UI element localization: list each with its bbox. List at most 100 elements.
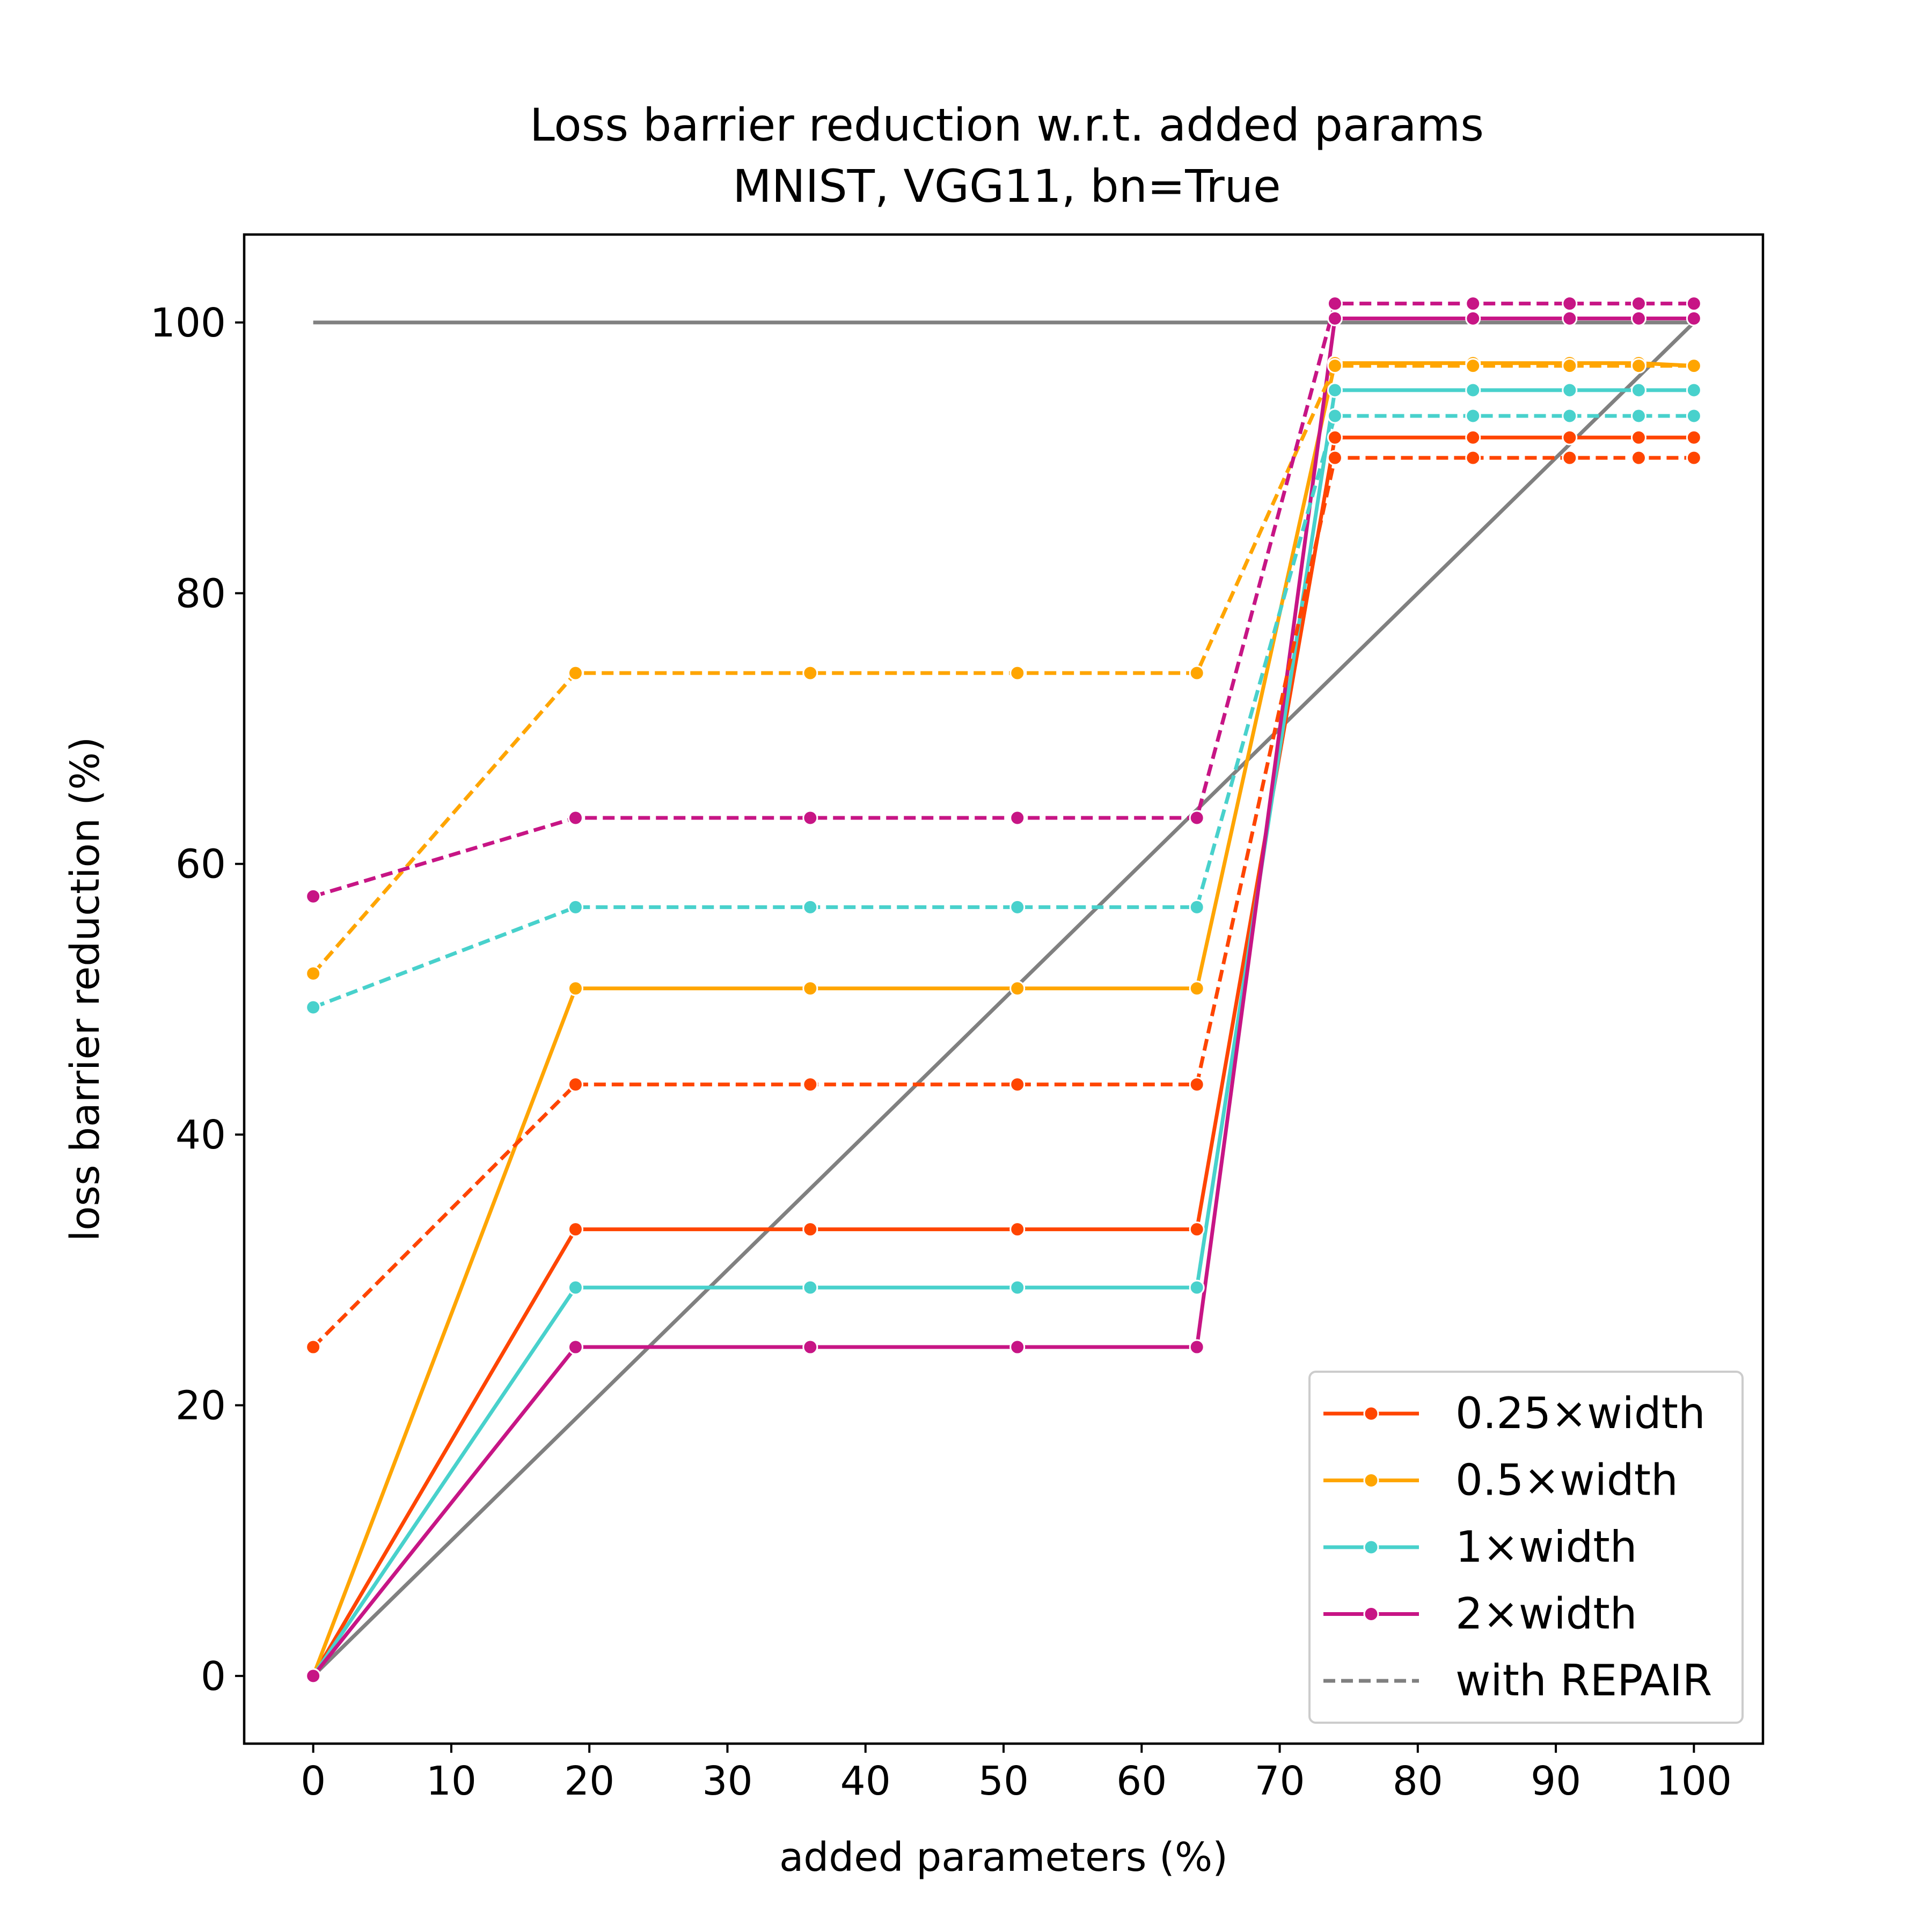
data-point — [1630, 358, 1646, 374]
data-point — [567, 1077, 583, 1093]
series-line-repair — [312, 456, 1694, 1349]
x-tick-label: 90 — [1531, 1758, 1581, 1804]
data-point — [305, 999, 321, 1015]
data-point — [567, 899, 583, 915]
y-axis-label: loss barrier reduction (%) — [62, 737, 108, 1242]
data-point — [1009, 810, 1026, 826]
y-tick-label: 0 — [201, 1653, 226, 1700]
y-tick-label: 20 — [175, 1383, 226, 1429]
x-tick-label: 40 — [840, 1758, 891, 1804]
x-tick-label: 50 — [978, 1758, 1029, 1804]
legend-label: 2×width — [1455, 1589, 1637, 1639]
legend-box — [1308, 1371, 1744, 1724]
data-point — [305, 888, 321, 904]
data-point — [1189, 1077, 1205, 1093]
data-point — [1630, 296, 1646, 312]
legend-label: with REPAIR — [1455, 1656, 1712, 1706]
data-point — [1686, 429, 1702, 445]
legend-marker — [1363, 1539, 1379, 1555]
data-point — [1562, 296, 1578, 312]
x-tick-label: 80 — [1393, 1758, 1443, 1804]
data-point — [567, 1339, 583, 1355]
data-point — [567, 1279, 583, 1296]
data-point — [1009, 980, 1026, 997]
data-point — [305, 965, 321, 982]
data-point — [567, 665, 583, 681]
data-point — [1327, 310, 1343, 326]
x-tick-label: 0 — [301, 1758, 326, 1804]
data-point — [1009, 1221, 1026, 1238]
data-point — [1630, 429, 1646, 445]
data-point — [1562, 382, 1578, 398]
data-point — [1465, 296, 1481, 312]
x-tick-label: 100 — [1656, 1758, 1732, 1804]
data-point — [1465, 429, 1481, 445]
data-point — [1562, 358, 1578, 374]
data-point — [1327, 358, 1343, 374]
data-point — [1562, 310, 1578, 326]
data-point — [1630, 382, 1646, 398]
reference-line — [312, 321, 1695, 1678]
data-point — [1465, 450, 1481, 466]
data-point — [1327, 296, 1343, 312]
y-tick-label: 100 — [150, 300, 226, 346]
data-point — [1009, 1279, 1026, 1296]
data-point — [1465, 310, 1481, 326]
series-line — [311, 316, 1694, 1678]
data-point — [1327, 382, 1343, 398]
data-point — [1327, 408, 1343, 424]
data-point — [802, 1077, 818, 1093]
data-point — [1630, 450, 1646, 466]
data-point — [1189, 665, 1205, 681]
chart-subtitle: MNIST, VGG11, bn=True — [733, 160, 1280, 213]
data-point — [1009, 665, 1026, 681]
series-line — [311, 361, 1694, 1677]
data-point — [1189, 1339, 1205, 1355]
data-point — [1189, 1221, 1205, 1238]
series-lines — [311, 302, 1694, 1678]
data-point — [567, 810, 583, 826]
data-point — [1009, 899, 1026, 915]
y-axis: 0 20 40 60 80 100 — [150, 300, 244, 1700]
legend-marker — [1363, 1406, 1379, 1422]
data-point — [802, 810, 818, 826]
series-markers — [305, 296, 1702, 1684]
x-tick-label: 70 — [1254, 1758, 1305, 1804]
data-point — [802, 1339, 818, 1355]
data-point — [1562, 408, 1578, 424]
series-line-repair — [312, 414, 1694, 1009]
legend-label: 0.5×width — [1455, 1455, 1678, 1505]
data-point — [1686, 408, 1702, 424]
chart-title: Loss barrier reduction w.r.t. added para… — [530, 99, 1484, 151]
data-point — [1562, 429, 1578, 445]
x-tick-label: 10 — [426, 1758, 477, 1804]
data-point — [1189, 1279, 1205, 1296]
reference-lines — [312, 320, 1695, 1678]
data-point — [305, 1339, 321, 1355]
x-axis: 0 10 20 30 40 50 60 70 80 90 100 — [301, 1744, 1732, 1804]
data-point — [1327, 429, 1343, 445]
x-tick-label: 30 — [702, 1758, 752, 1804]
data-point — [802, 899, 818, 915]
y-tick-label: 40 — [175, 1112, 226, 1158]
data-point — [1465, 408, 1481, 424]
legend-label: 0.25×width — [1455, 1388, 1706, 1438]
data-point — [567, 980, 583, 997]
data-point — [802, 1279, 818, 1296]
data-point — [1686, 450, 1702, 466]
data-point — [1686, 310, 1702, 326]
x-tick-label: 20 — [564, 1758, 614, 1804]
x-tick-label: 60 — [1116, 1758, 1167, 1804]
data-point — [1562, 450, 1578, 466]
data-point — [1686, 296, 1702, 312]
legend-marker — [1363, 1473, 1379, 1488]
data-point — [1465, 358, 1481, 374]
legend-label: 1×width — [1455, 1522, 1637, 1572]
data-point — [1189, 980, 1205, 997]
data-point — [1189, 810, 1205, 826]
data-point — [1009, 1339, 1026, 1355]
legend: 0.25×width 0.5×width 1×width 2×width with RE… — [1308, 1371, 1744, 1724]
data-point — [1189, 899, 1205, 915]
data-point — [1465, 382, 1481, 398]
